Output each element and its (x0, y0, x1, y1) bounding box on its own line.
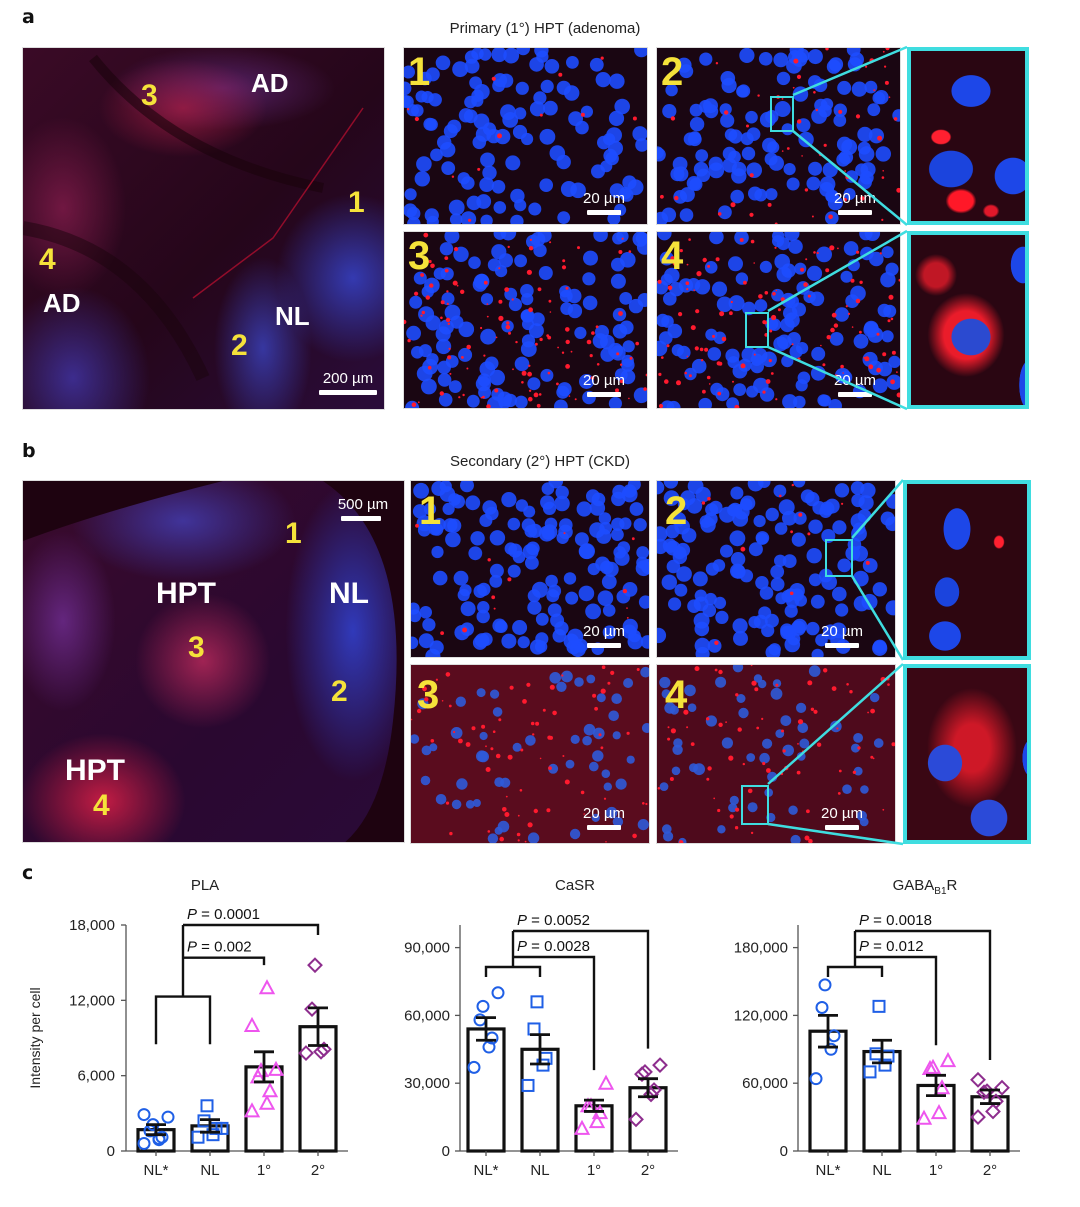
region-of-interest-box (825, 539, 853, 577)
scale-bar-20um: 20 µm (574, 805, 634, 830)
region-label-nl: NL (275, 301, 310, 331)
panel-a-overview-image: 3 AD 1 4 AD NL 2 200 µm (22, 47, 385, 410)
scale-bar-20um: 20 µm (812, 805, 872, 830)
scale-bar-20um: 20 µm (812, 623, 872, 648)
region-label-1: 1 (285, 517, 302, 550)
panel-b-overview-image: 1 HPT NL 3 2 HPT 4 500 µm (22, 480, 405, 843)
tile-number: 3 (417, 673, 440, 717)
region-of-interest-box (770, 96, 794, 132)
region-label-2: 2 (331, 675, 348, 708)
tissue-edge (23, 481, 404, 842)
x-tick-label: NL (872, 1162, 891, 1179)
tile-number: 3 (408, 234, 431, 278)
region-label-1: 1 (348, 186, 365, 219)
y-tick-label: 0 (107, 1143, 115, 1160)
scale-bar-20um: 20 µm (825, 372, 885, 397)
tissue-septum-lines (23, 54, 364, 381)
y-tick-label: 12,000 (69, 992, 115, 1009)
y-tick-label: 6,000 (77, 1068, 115, 1085)
x-tick-label: NL (200, 1162, 219, 1179)
region-of-interest-box (745, 312, 769, 348)
region-label-3: 3 (141, 79, 158, 112)
y-tick-label: 120,000 (734, 1007, 788, 1024)
region-of-interest-box (741, 785, 769, 825)
x-tick-label: NL (530, 1162, 549, 1179)
tile-number: 2 (661, 50, 684, 94)
region-label-3: 3 (188, 631, 205, 664)
chart-gabab1r: GABAB1R 0 60,000 120,000 180,000 NL* NL 1° 2° P =… (710, 860, 1080, 1202)
panel-a-inset-2 (907, 231, 1029, 409)
p-value-label: P = 0.0018 (859, 912, 932, 929)
x-tick-label: 1° (257, 1162, 271, 1179)
tile-number: 4 (661, 234, 684, 278)
tile-number: 2 (665, 489, 688, 533)
panel-a-tile-3: 3 20 µm (403, 231, 648, 409)
panel-a-tile-2: 2 20 µm (656, 47, 901, 225)
region-label-2: 2 (231, 329, 248, 362)
region-label-nl: NL (329, 577, 369, 610)
x-tick-label: 2° (311, 1162, 325, 1179)
scale-bar-20um: 20 µm (574, 623, 634, 648)
y-tick-label: 0 (780, 1143, 788, 1160)
x-tick-label: NL* (143, 1162, 168, 1179)
panel-a-title: Primary (1°) HPT (adenoma) (449, 20, 641, 37)
y-tick-label: 180,000 (734, 940, 788, 957)
region-label-4: 4 (93, 789, 110, 822)
bar (466, 1027, 506, 1153)
scale-bar-20um: 20 µm (574, 372, 634, 397)
region-label-ad-top: AD (251, 68, 289, 98)
panel-c-letter: c (22, 862, 34, 884)
panel-a-letter: a (22, 6, 35, 28)
panel-b-inset-1 (903, 480, 1031, 660)
region-label-hpt-bottom: HPT (65, 754, 125, 787)
y-tick-label: 60,000 (742, 1075, 788, 1092)
region-label-hpt-top: HPT (156, 577, 216, 610)
p-value-label: P = 0.0028 (517, 938, 590, 955)
y-tick-label: 0 (442, 1143, 450, 1160)
panel-b-tile-4: 4 20 µm (656, 664, 896, 844)
region-label-ad-left: AD (43, 288, 81, 318)
panel-a-inset-1 (907, 47, 1029, 225)
y-axis-label: Intensity per cell (27, 987, 43, 1088)
scale-bar-200um: 200 µm (313, 370, 383, 395)
p-value-label: P = 0.012 (859, 938, 924, 955)
scale-bar-20um: 20 µm (574, 190, 634, 215)
panel-a-tile-1: 1 20 µm (403, 47, 648, 225)
scale-bar-20um: 20 µm (825, 190, 885, 215)
x-tick-label: NL* (815, 1162, 840, 1179)
p-value-label: P = 0.002 (187, 939, 252, 956)
scale-bar-500um: 500 µm (323, 496, 403, 521)
bar (808, 1029, 848, 1153)
chart-title: GABAB1R (893, 877, 958, 897)
panel-b-letter: b (22, 440, 36, 462)
x-tick-label: 1° (929, 1162, 943, 1179)
p-value-label: P = 0.0001 (187, 906, 260, 923)
p-value-label: P = 0.0052 (517, 912, 590, 929)
x-tick-label: 2° (641, 1162, 655, 1179)
x-tick-label: NL* (473, 1162, 498, 1179)
y-tick-label: 90,000 (404, 940, 450, 957)
significance-brackets (154, 923, 320, 1045)
region-label-4: 4 (39, 243, 56, 276)
y-tick-label: 60,000 (404, 1007, 450, 1024)
y-tick-label: 30,000 (404, 1075, 450, 1092)
tile-number: 1 (419, 489, 442, 533)
chart-title: CaSR (555, 877, 595, 894)
panel-b-inset-2 (903, 664, 1031, 844)
panel-b-title: Secondary (2°) HPT (CKD) (450, 453, 630, 470)
tile-number: 4 (665, 673, 688, 717)
significance-brackets (826, 929, 992, 1060)
chart-casr: CaSR 0 30,000 60,000 90,000 NL* NL 1° 2° P = 0.00… (360, 860, 720, 1202)
chart-title: PLA (191, 877, 219, 894)
panel-b-tile-2: 2 20 µm (656, 480, 896, 658)
tile-number: 1 (408, 50, 431, 94)
panel-b-tile-3: 3 20 µm (410, 664, 650, 844)
significance-brackets (484, 929, 650, 1071)
panel-b-tile-1: 1 20 µm (410, 480, 650, 658)
y-tick-label: 18,000 (69, 917, 115, 934)
chart-pla: PLA 0 6,000 12,000 18,000 Intensity per cell N… (0, 860, 360, 1202)
x-tick-label: 1° (587, 1162, 601, 1179)
panel-a-tile-4: 4 20 µm (656, 231, 901, 409)
x-tick-label: 2° (983, 1162, 997, 1179)
